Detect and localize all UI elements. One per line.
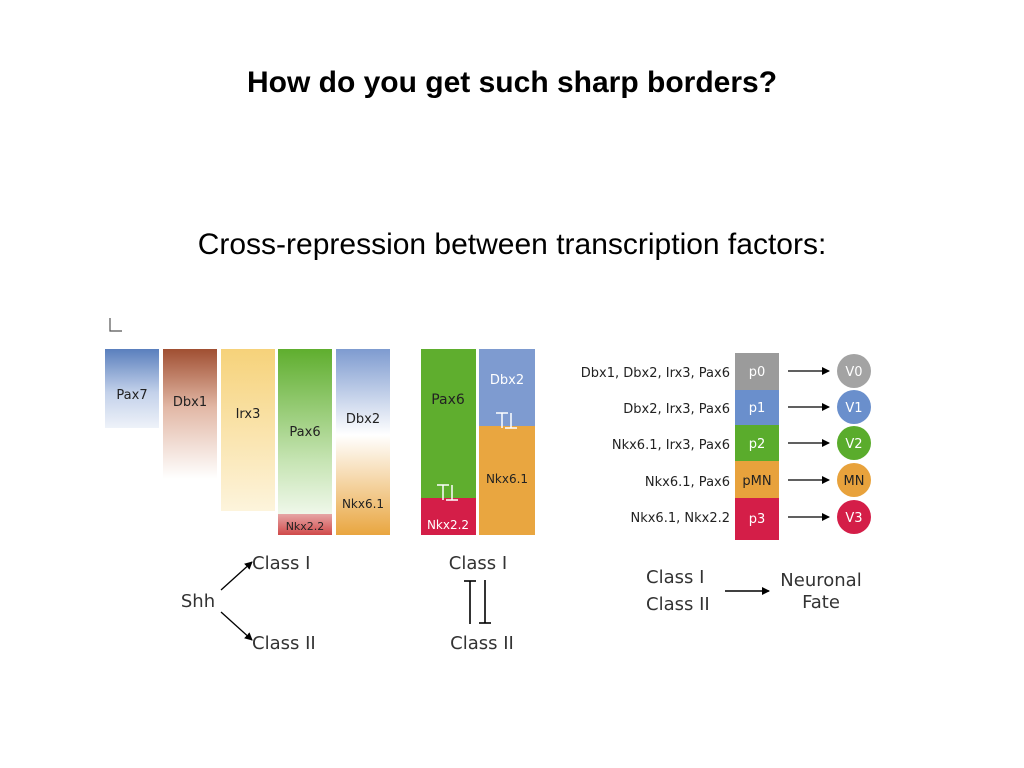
- shh-signaling-schematic: Shh Class I Class II: [181, 553, 316, 654]
- mutual-repression-symbol-dbx2-nkx61: [496, 412, 517, 429]
- nkx61-label-left: Nkx6.1: [342, 497, 384, 511]
- fate-circle-v1: [837, 390, 871, 424]
- fate-label-mn: MN: [844, 474, 865, 489]
- dbx2-column: [336, 349, 390, 435]
- nkx61-domain-middle: [479, 426, 535, 535]
- shh-label: Shh: [181, 591, 215, 612]
- class1-label-right: Class I: [646, 567, 704, 588]
- fate-label: Fate: [802, 592, 840, 613]
- domain-box-p3: [735, 498, 779, 540]
- class1-label-middle: Class I: [449, 553, 507, 574]
- fate-circle-v3: [837, 500, 871, 534]
- class1-label-left: Class I: [252, 553, 310, 574]
- fate-label-v3: V3: [845, 511, 862, 526]
- dbx1-label: Dbx1: [173, 395, 207, 410]
- pax6-domain-middle: [421, 349, 476, 498]
- mutual-repression-symbol: [464, 580, 491, 624]
- gene-combination-p1: Dbx2, Irx3, Pax6: [623, 402, 730, 417]
- class2-label-middle: Class II: [450, 633, 514, 654]
- shh-to-class2-arrow: [220, 611, 253, 641]
- domain-label-p2: p2: [749, 437, 766, 452]
- pax7-label: Pax7: [116, 388, 147, 403]
- dbx2-label: Dbx2: [346, 412, 380, 427]
- domain-box-p0: [735, 353, 779, 390]
- class-cross-repression-schematic: Class I Class II: [449, 553, 514, 654]
- domain-box-p2: [735, 425, 779, 461]
- gene-combination-p2: Nkx6.1, Irx3, Pax6: [612, 438, 730, 453]
- gene-combination-p0: Dbx1, Dbx2, Irx3, Pax6: [581, 366, 730, 381]
- domain-box-pmn: [735, 461, 779, 498]
- nkx22-column-left: [278, 514, 332, 535]
- fate-label-v0: V0: [845, 365, 862, 380]
- class2-label-right: Class II: [646, 594, 710, 615]
- slide-title: How do you get such sharp borders?: [246, 66, 778, 99]
- dbx2-label-middle: Dbx2: [490, 373, 524, 388]
- shh-to-class1-arrow: [220, 561, 253, 591]
- pax6-column: [278, 349, 332, 535]
- domain-label-p1: p1: [749, 401, 766, 416]
- fate-circle-v0: [837, 354, 871, 388]
- progenitor-code-table: Dbx1, Dbx2, Irx3, Pax6 p0 V0 Dbx2, Irx3,…: [581, 353, 871, 540]
- gene-combination-p3: Nkx6.1, Nkx2.2: [630, 511, 730, 526]
- irx3-column: [221, 349, 275, 511]
- mutual-repression-symbol-pax6-nkx22: [437, 484, 458, 501]
- domain-label-p0: p0: [749, 365, 766, 380]
- pax7-column: [105, 349, 159, 428]
- nkx22-domain-middle: [421, 498, 476, 535]
- fate-label-v1: V1: [845, 401, 862, 416]
- middle-repression-columns: Pax6 Dbx2 Nkx6.1 Nkx2.2: [421, 349, 535, 535]
- fate-label-v2: V2: [845, 437, 862, 452]
- nkx61-column: [336, 435, 390, 535]
- irx3-label: Irx3: [236, 407, 261, 422]
- fate-circle-mn: [837, 463, 871, 497]
- nkx22-label-middle: Nkx2.2: [427, 518, 469, 532]
- neuronal-label: Neuronal: [780, 570, 861, 591]
- corner-mark: [109, 318, 122, 332]
- nkx61-label-middle: Nkx6.1: [486, 472, 528, 486]
- gene-combination-pmn: Nkx6.1, Pax6: [645, 475, 730, 490]
- class-to-fate-schematic: Class I Class II Neuronal Fate: [646, 567, 862, 615]
- fate-circle-v2: [837, 426, 871, 460]
- domain-label-p3: p3: [749, 512, 766, 527]
- class2-label-left: Class II: [252, 633, 316, 654]
- nkx22-label-left: Nkx2.2: [286, 520, 325, 533]
- dbx1-column: [163, 349, 217, 479]
- pax6-label-middle: Pax6: [431, 392, 465, 408]
- slide-subtitle: Cross-repression between transcription f…: [197, 228, 827, 261]
- left-expression-columns: Pax7 Dbx1 Irx3 Pax6 Nkx2.2 Dbx2 Nkx6.1: [105, 349, 390, 535]
- domain-label-pmn: pMN: [742, 474, 771, 489]
- pax6-label: Pax6: [289, 425, 320, 440]
- domain-box-p1: [735, 390, 779, 425]
